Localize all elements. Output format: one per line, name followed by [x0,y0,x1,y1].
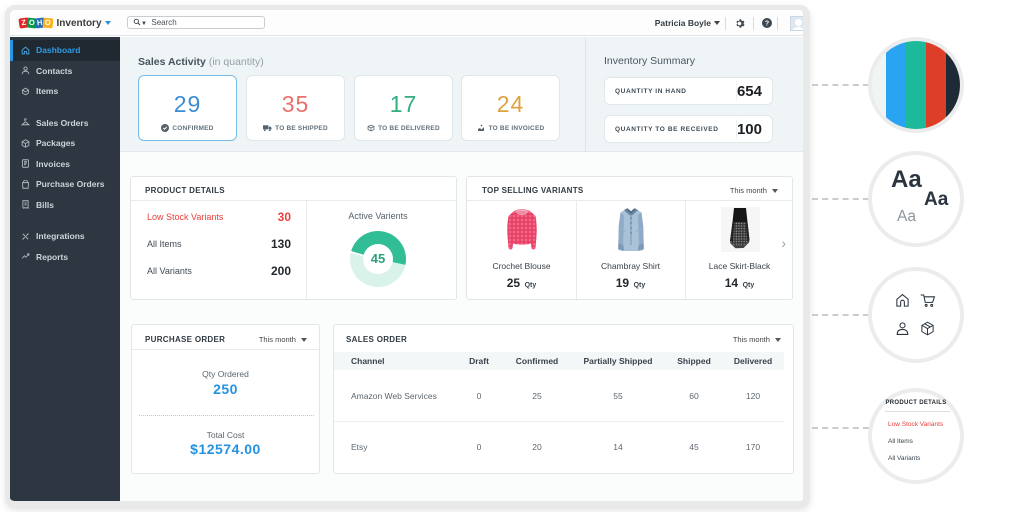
svg-text:?: ? [765,21,769,28]
